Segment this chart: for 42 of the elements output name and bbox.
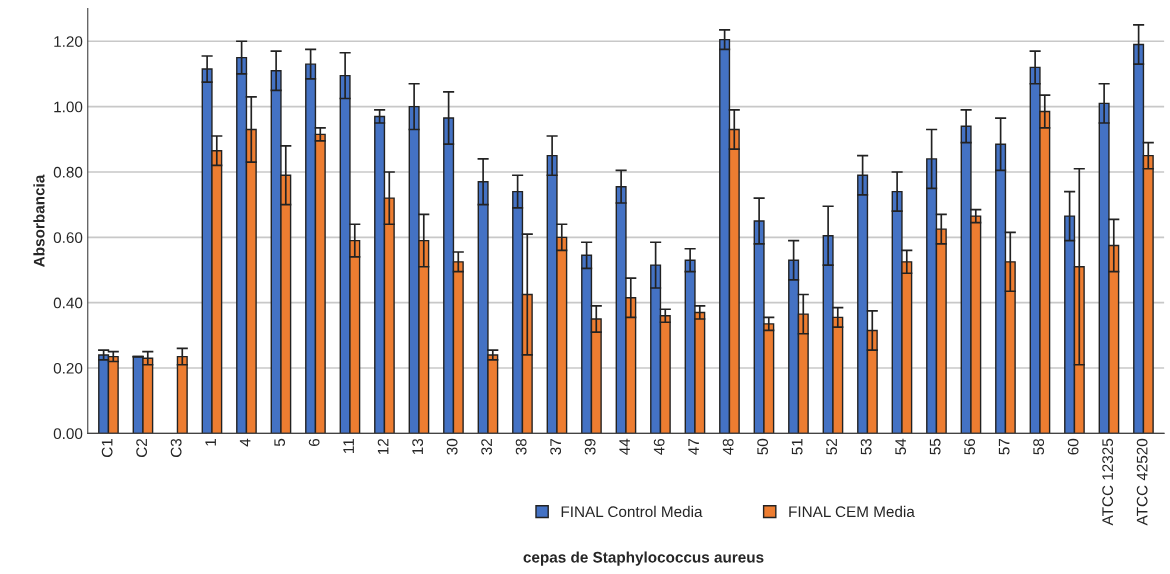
x-tick-label: ATCC 12325	[1102, 438, 1114, 526]
x-tick-label: 39	[584, 438, 596, 455]
x-tick-label: 38	[515, 438, 527, 455]
y-tick-label: 0.00	[53, 428, 83, 440]
x-tick-label: 1	[205, 438, 216, 446]
y-tick-label: 0.60	[53, 232, 83, 244]
x-tick-label: C2	[136, 439, 148, 457]
x-tick-label: 56	[964, 438, 976, 455]
x-tick-label: 57	[998, 439, 1010, 455]
x-tick-label: ATCC 42520	[1136, 438, 1148, 526]
x-tick-label: 52	[826, 439, 838, 455]
y-tick-label: 1.20	[54, 36, 83, 47]
x-tick-label: 12	[377, 439, 389, 455]
x-tick-label: C3	[170, 438, 182, 457]
x-tick-label: 32	[481, 439, 493, 455]
x-tick-label: 30	[446, 438, 458, 455]
y-tick-label: 0.20	[53, 362, 83, 374]
x-tick-label: 4	[239, 438, 251, 447]
x-tick-label: 54	[895, 438, 907, 455]
x-axis-title: cepas de Staphylococcus aureus	[523, 551, 764, 566]
x-tick-label: 55	[929, 438, 941, 455]
x-tick-label: 44	[619, 438, 630, 455]
y-tick-label: 0.40	[53, 297, 83, 309]
x-tick-label: 6	[308, 438, 320, 446]
x-tick-label: 11	[343, 438, 354, 453]
x-tick-label: 51	[791, 438, 803, 455]
legend-label: FINAL Control Media	[561, 505, 703, 518]
y-tick-label: 0.80	[53, 166, 83, 178]
x-tick-label: 13	[412, 438, 424, 455]
x-tick-label: 48	[722, 438, 734, 455]
x-tick-label: C1	[101, 438, 113, 457]
x-tick-label: 58	[1033, 438, 1045, 455]
y-axis-title: Absorbancia	[33, 174, 45, 267]
x-tick-label: 50	[757, 438, 769, 455]
y-tick-label: 1.00	[54, 101, 83, 113]
x-tick-label: 60	[1067, 438, 1079, 455]
x-tick-label: 47	[688, 439, 699, 455]
x-tick-label: 5	[274, 438, 286, 447]
x-tick-label: 37	[550, 439, 562, 455]
x-tick-label: 46	[653, 438, 665, 455]
x-tick-label: 53	[860, 438, 872, 455]
legend-label: FINAL CEM Media	[789, 505, 915, 518]
